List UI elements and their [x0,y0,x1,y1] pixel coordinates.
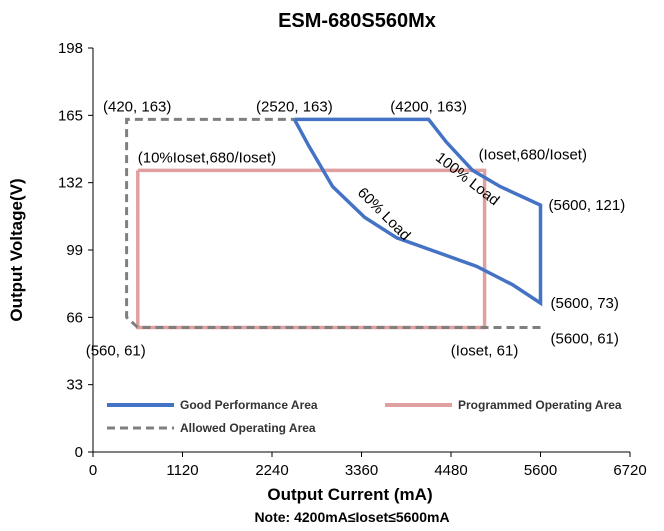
annotation-10pct-ioset: (10%Ioset,680/Ioset) [138,149,276,166]
annotation-4200-163: (4200, 163) [390,98,467,115]
y-tick-label: 132 [58,175,83,192]
y-tick-label: 99 [66,242,83,259]
y-tick-label: 165 [58,107,83,124]
y-tick-label: 66 [66,309,83,326]
annotation-5600-121: (5600, 121) [549,197,626,214]
legend-label-allowed-operating: Allowed Operating Area [180,421,316,435]
y-tick-label: 33 [66,377,83,394]
y-tick-label: 0 [75,444,83,461]
series-group [125,117,543,330]
x-tick-label: 2240 [255,462,288,479]
x-axis-label: Output Current (mA) [267,485,432,504]
x-tick-label: 3360 [345,462,378,479]
chart-note: Note: 4200mA≤Ioset≤5600mA [254,509,449,525]
chart-title: ESM-680S560Mx [278,10,436,32]
annotation-420-163: (420, 163) [103,98,171,115]
legend-label-good-performance: Good Performance Area [180,398,318,412]
x-tick-label: 4480 [434,462,467,479]
annotation-5600-73: (5600, 73) [551,295,619,312]
x-tick-label: 1120 [166,462,198,479]
y-tick-group: 0 33 66 99 132 165 198 [58,40,93,461]
annotation-ioset-61: (Ioset, 61) [451,343,519,360]
x-tick-group: 0 1120 2240 3360 4480 5600 6720 [89,452,647,479]
annotation-560-61: (560, 61) [86,343,146,360]
annotation-ioset-680: (Ioset,680/Ioset) [479,146,587,163]
annotation-2520-163: (2520, 163) [256,98,333,115]
annotation-group: (420, 163) (2520, 163) (4200, 163) (10%Iose… [86,98,626,359]
y-axis-label: Output Voltage(V) [7,178,26,321]
series-allowed-operating-area [125,117,541,329]
legend-label-programmed-operating: Programmed Operating Area [458,398,622,412]
x-tick-label: 5600 [524,462,557,479]
y-tick-label: 198 [58,40,83,57]
x-tick-label: 0 [89,462,97,479]
legend: Good Performance Area Programmed Operati… [107,398,622,435]
series-good-performance-area [292,117,543,307]
annotation-5600-61: (5600, 61) [551,331,619,348]
x-tick-label: 6720 [613,462,646,479]
